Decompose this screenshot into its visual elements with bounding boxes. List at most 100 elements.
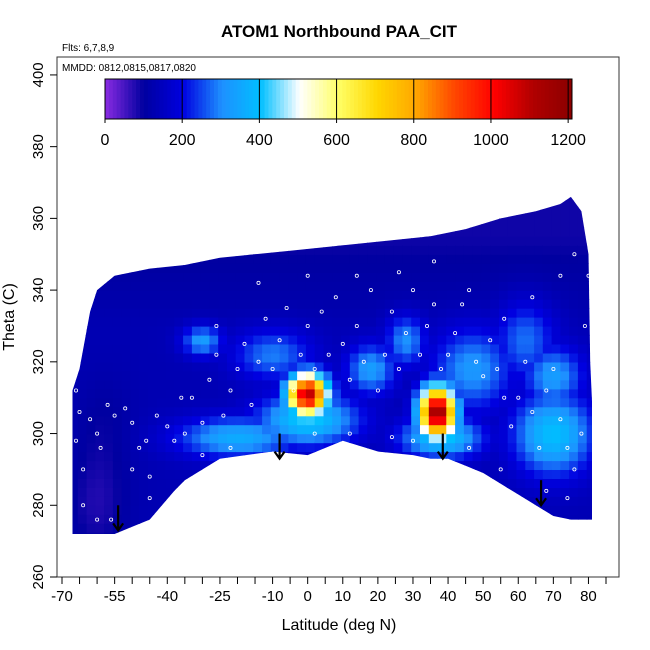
sample-point [189,395,194,400]
x-tick-label: 70 [545,588,562,605]
sample-point [579,431,584,436]
heatmap-cell [297,361,307,372]
sample-point [179,395,184,400]
heatmap-cell [262,406,272,417]
heatmap-cell [104,352,114,363]
heatmap-cell [77,245,88,255]
heatmap-cell [507,478,518,488]
heatmap-cell [121,469,132,479]
heatmap-cell [358,200,368,210]
heatmap-cell [139,334,149,345]
heatmap-cell [218,532,228,534]
heatmap-cell [560,263,570,273]
heatmap-cell [227,245,237,255]
heatmap-cell [384,299,395,309]
heatmap-cell [297,299,307,309]
heatmap-cell [463,200,474,210]
colorbar-segment [140,79,145,119]
heatmap-cell [323,352,333,363]
heatmap-cell [209,236,219,246]
heatmap-cell [227,218,237,228]
heatmap-cell [323,424,333,435]
heatmap-cell [323,334,333,345]
heatmap-cell [411,397,421,408]
heatmap-cell [411,451,421,462]
heatmap-cell [367,326,377,336]
heatmap-cell [148,469,158,479]
heatmap-cell [139,361,149,372]
heatmap-cell [323,496,333,506]
heatmap-cell [112,406,123,417]
heatmap-cell [279,308,289,318]
heatmap-cell [86,254,96,264]
sample-point [235,366,240,371]
heatmap-cell [297,433,307,444]
heatmap-cell [507,442,518,453]
heatmap-cell [130,460,140,470]
heatmap-cell [297,370,307,381]
heatmap-cell [148,496,158,506]
heatmap-cell [455,352,465,363]
heatmap-cell [200,406,210,417]
heatmap-cell [288,272,298,282]
heatmap-cell [323,200,333,210]
colorbar-segment [319,79,324,119]
heatmap-cell [525,352,535,363]
heatmap-cell [481,352,491,363]
heatmap-cell [156,317,167,327]
heatmap-cell [72,379,79,390]
heatmap-cell [428,352,439,363]
heatmap-cell [420,245,430,255]
heatmap-cell [183,236,193,246]
heatmap-cell [148,281,158,291]
heatmap-cell [77,460,88,470]
heatmap-cell [525,290,535,300]
heatmap-cell [367,370,377,381]
heatmap-cell [525,532,535,534]
heatmap-cell [376,523,386,533]
heatmap-cell [446,469,456,479]
heatmap-cell [420,254,430,264]
heatmap-cell [87,183,96,193]
heatmap-cell [270,415,281,426]
heatmap-cell [586,442,592,453]
heatmap-cell [104,183,113,193]
heatmap-cell [72,406,79,417]
heatmap-cell [130,415,140,426]
heatmap-cell [569,505,579,515]
heatmap-cell [560,415,570,426]
heatmap-cell [402,245,412,255]
heatmap-cell [393,361,404,372]
heatmap-cell [288,200,298,210]
heatmap-cell [393,254,404,264]
heatmap-cell [165,326,175,336]
heatmap-cell [270,254,281,264]
colorbar-segment [105,79,110,119]
heatmap-cell [314,272,325,282]
heatmap-cell [437,281,447,291]
heatmap-cell [305,334,316,345]
heatmap-cell [305,326,316,336]
heatmap-cell [218,379,228,390]
heatmap-cell [384,272,395,282]
sample-point [123,406,128,411]
heatmap-cell [455,442,465,453]
heatmap-cell [262,523,272,533]
heatmap-cell [218,397,228,408]
heatmap-cell [72,263,79,273]
heatmap-cell [402,183,411,193]
heatmap-cell [227,308,237,318]
colorbar-segment [365,79,371,119]
heatmap-cell [201,183,210,193]
heatmap-cell [104,299,114,309]
heatmap-cell [428,460,439,470]
heatmap-cell [411,514,421,524]
heatmap-cell [95,397,105,408]
heatmap-cell [438,183,447,193]
heatmap-cell [428,424,439,435]
heatmap-cell [349,308,360,318]
heatmap-cell [314,451,325,462]
heatmap-cell [183,209,193,219]
heatmap-cell [463,361,474,372]
colorbar-segment [474,79,480,119]
